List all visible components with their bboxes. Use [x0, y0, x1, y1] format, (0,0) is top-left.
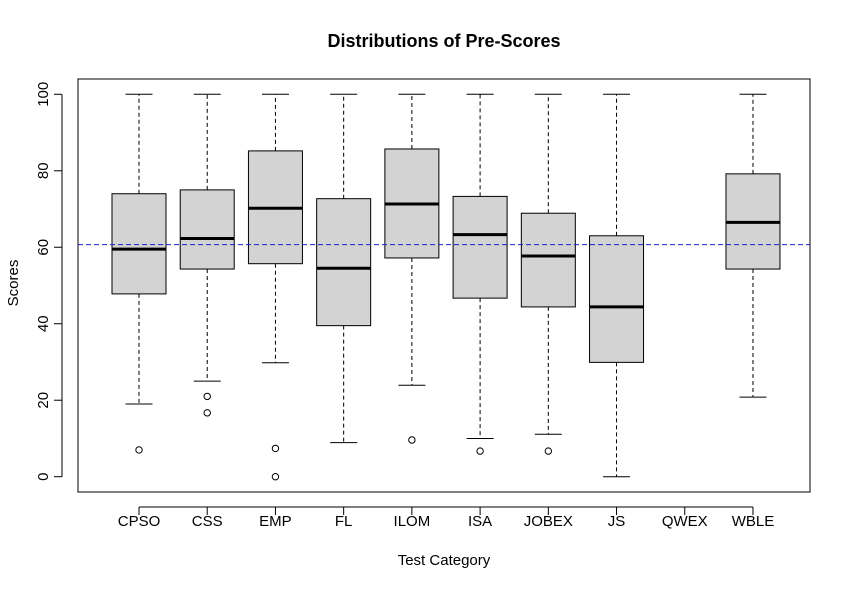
x-tick-label: JOBEX	[524, 513, 573, 530]
y-tick-label: 40	[35, 315, 52, 332]
x-axis-label: Test Category	[398, 552, 491, 569]
y-tick-label: 80	[35, 162, 52, 179]
outlier-point-emp	[271, 444, 280, 453]
x-tick-label: CPSO	[118, 513, 161, 530]
outlier-point-jobex	[544, 447, 553, 455]
box-isa	[452, 195, 508, 299]
chart-title: Distributions of Pre-Scores	[327, 31, 560, 51]
box-js	[589, 235, 645, 363]
x-tick-label: WBLE	[732, 513, 775, 530]
box-fl	[316, 198, 372, 327]
y-tick-label: 20	[35, 392, 52, 409]
y-tick-label: 100	[35, 82, 52, 107]
outlier-point-emp	[271, 473, 280, 481]
chart-marks: 0 20 40 60 80 100 CPSO CSS EMP FL ILOM ISA JOBEX JS QW…	[35, 82, 810, 530]
plot-frame	[77, 78, 811, 493]
x-tick-label: JS	[608, 513, 626, 530]
y-tick-label: 60	[35, 239, 52, 256]
x-tick-label: FL	[335, 513, 353, 530]
outlier-point-css	[203, 409, 211, 417]
outlier-point-cpso	[135, 446, 143, 454]
outlier-point-isa	[476, 447, 484, 455]
outlier-point-ilom	[408, 436, 416, 444]
box-jobex	[520, 212, 576, 308]
x-tick-label: ISA	[468, 513, 492, 530]
y-axis-label: Scores	[5, 260, 22, 307]
box-cpso	[111, 193, 167, 295]
y-tick-label: 0	[35, 473, 52, 481]
x-tick-label: EMP	[259, 513, 292, 530]
x-tick-label: QWEX	[662, 513, 708, 530]
x-tick-label: CSS	[192, 513, 223, 530]
box-css	[179, 189, 235, 270]
x-tick-label: ILOM	[394, 513, 431, 530]
outlier-point-css	[203, 392, 211, 401]
